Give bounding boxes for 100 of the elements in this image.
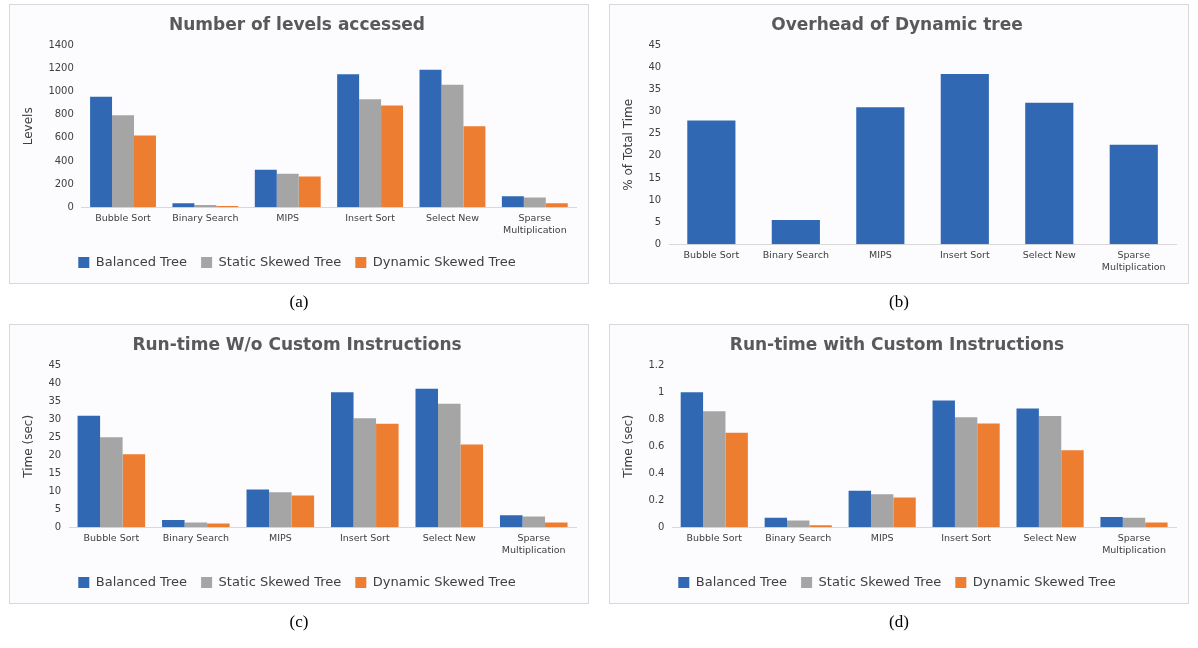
x-tick-label: MIPS — [870, 532, 894, 544]
bar — [90, 96, 113, 208]
y-tick-label: 200 — [54, 177, 74, 189]
chart-title: Number of levels accessed — [169, 13, 425, 34]
text: (a) — [289, 292, 309, 312]
y-axis-title: Levels — [21, 107, 36, 146]
y-tick-label: 45 — [648, 38, 662, 50]
y-tick-label: 800 — [54, 108, 74, 120]
bar — [463, 126, 486, 208]
y-tick-label: 20 — [648, 149, 662, 161]
y-tick-label: 1 — [657, 385, 665, 397]
bar — [381, 105, 404, 208]
y-tick-label: 400 — [54, 154, 74, 166]
bar — [376, 423, 399, 528]
bar — [787, 520, 810, 528]
text: (b) — [889, 292, 909, 312]
bar — [523, 197, 546, 208]
bar — [172, 203, 195, 208]
bar — [725, 432, 748, 528]
y-tick-label: 10 — [648, 193, 662, 205]
y-tick-label: 0 — [657, 520, 665, 532]
legend-label: Balanced Tree — [95, 573, 188, 589]
bar — [977, 423, 1000, 528]
bar — [100, 437, 123, 528]
x-tick-label: Insert Sort — [345, 212, 396, 224]
x-tick-label: Select New — [425, 212, 480, 224]
x-tick-label: Sparse Multiplication — [1101, 249, 1166, 272]
x-tick-label: Select New — [422, 532, 477, 544]
bar — [687, 120, 736, 245]
bar — [1025, 102, 1074, 245]
bar — [298, 176, 321, 208]
x-tick-label: Sparse Multiplication — [502, 212, 567, 235]
bar — [522, 516, 546, 528]
bar — [893, 497, 916, 528]
bar — [870, 494, 894, 528]
y-tick-label: 25 — [48, 430, 62, 442]
x-tick-label: Sparse Multiplication — [501, 532, 566, 555]
bar — [441, 84, 464, 208]
chart-title: Run-time W/o Custom Instructions — [132, 333, 462, 354]
bar — [499, 515, 523, 528]
y-tick-label: 5 — [654, 215, 662, 227]
legend-label: Dynamic Skewed Tree — [372, 253, 516, 269]
y-tick-label: 0.6 — [648, 439, 665, 451]
bar — [954, 417, 978, 528]
bar — [545, 203, 568, 208]
bar — [1038, 415, 1062, 528]
legend-label: Dynamic Skewed Tree — [372, 573, 516, 589]
y-tick-label: 40 — [648, 61, 662, 73]
y-tick-label: 1200 — [48, 62, 74, 74]
x-tick-label: Insert Sort — [941, 532, 992, 544]
bar — [1061, 450, 1084, 528]
y-tick-label: 15 — [48, 466, 62, 478]
bar — [703, 411, 726, 528]
bar — [276, 173, 299, 208]
x-tick-label: Select New — [1022, 249, 1077, 261]
y-tick-label: 1.2 — [648, 358, 665, 370]
text: (c) — [289, 612, 309, 632]
x-tick-label: Bubble Sort — [83, 532, 140, 544]
bar — [501, 196, 524, 208]
text: (d) — [889, 612, 909, 632]
y-tick-label: 0 — [67, 200, 74, 212]
y-tick-label: 25 — [648, 127, 662, 139]
bar — [848, 490, 871, 528]
bar — [419, 69, 442, 208]
x-tick-label: Binary Search — [765, 532, 832, 544]
bar — [134, 135, 156, 208]
legend-label: Balanced Tree — [695, 573, 788, 589]
bar — [438, 403, 461, 528]
bar — [932, 400, 955, 528]
bar — [331, 392, 354, 528]
bar — [359, 99, 382, 208]
bar — [122, 454, 146, 528]
x-tick-label: Binary Search — [162, 532, 229, 544]
y-tick-label: 0 — [54, 520, 62, 532]
y-tick-label: 5 — [54, 502, 62, 514]
y-tick-label: 35 — [48, 394, 62, 406]
x-tick-label: Binary Search — [172, 212, 239, 224]
legend-label: Static Skewed Tree — [218, 253, 342, 269]
chart-title: Run-time with Custom Instructions — [729, 333, 1065, 354]
y-tick-label: 10 — [48, 484, 62, 496]
bar — [1016, 408, 1039, 528]
bar — [856, 107, 905, 245]
y-tick-label: 1400 — [48, 38, 74, 50]
x-tick-label: MIPS — [268, 532, 292, 544]
x-tick-label: Insert Sort — [339, 532, 390, 544]
bar — [1109, 144, 1158, 245]
x-tick-label: Insert Sort — [939, 249, 990, 261]
bar — [162, 520, 185, 528]
bar — [1100, 517, 1123, 528]
bar — [353, 418, 377, 528]
y-tick-label: 0 — [654, 237, 662, 249]
bar — [680, 392, 704, 528]
chart-title: Overhead of Dynamic tree — [771, 13, 1023, 34]
y-tick-label: 35 — [648, 83, 662, 95]
y-tick-label: 0.4 — [648, 466, 665, 478]
bar — [112, 115, 135, 208]
bar — [1145, 522, 1168, 528]
bar — [254, 169, 277, 208]
legend-label: Static Skewed Tree — [218, 573, 342, 589]
y-tick-label: 30 — [48, 412, 62, 424]
